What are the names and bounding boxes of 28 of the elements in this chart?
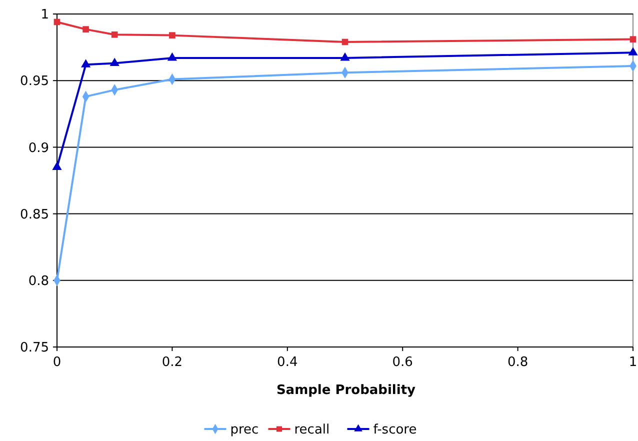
y-tick-label: 0.8 xyxy=(28,274,49,289)
point xyxy=(111,31,118,38)
x-tick-label: 1 xyxy=(628,355,638,370)
x-tick-label: 0 xyxy=(52,355,62,370)
x-tick-label: 0.2 xyxy=(162,355,183,370)
x-axis-title: Sample Probability xyxy=(276,383,416,398)
y-tick-label: 1 xyxy=(40,8,49,23)
point xyxy=(167,52,178,61)
x-tick-label: 0.6 xyxy=(392,355,413,370)
y-tick-label: 0.75 xyxy=(20,340,49,356)
point xyxy=(80,59,91,68)
y-tick-label: 0.95 xyxy=(20,74,49,90)
point xyxy=(82,26,89,32)
legend-label: f-score xyxy=(373,422,417,438)
legend-label: prec xyxy=(230,422,259,438)
point xyxy=(52,162,62,170)
point xyxy=(110,58,120,66)
point xyxy=(342,38,348,46)
y-tick-label: 0.9 xyxy=(28,140,49,156)
y-tick-label: 0.85 xyxy=(20,207,49,222)
point xyxy=(54,18,60,26)
point xyxy=(630,36,636,42)
x-tick-label: 0.4 xyxy=(277,355,298,370)
legend-label: recall xyxy=(294,422,330,438)
point xyxy=(628,47,638,56)
point xyxy=(340,52,350,61)
point xyxy=(169,32,176,38)
x-tick-label: 0.8 xyxy=(507,355,528,370)
